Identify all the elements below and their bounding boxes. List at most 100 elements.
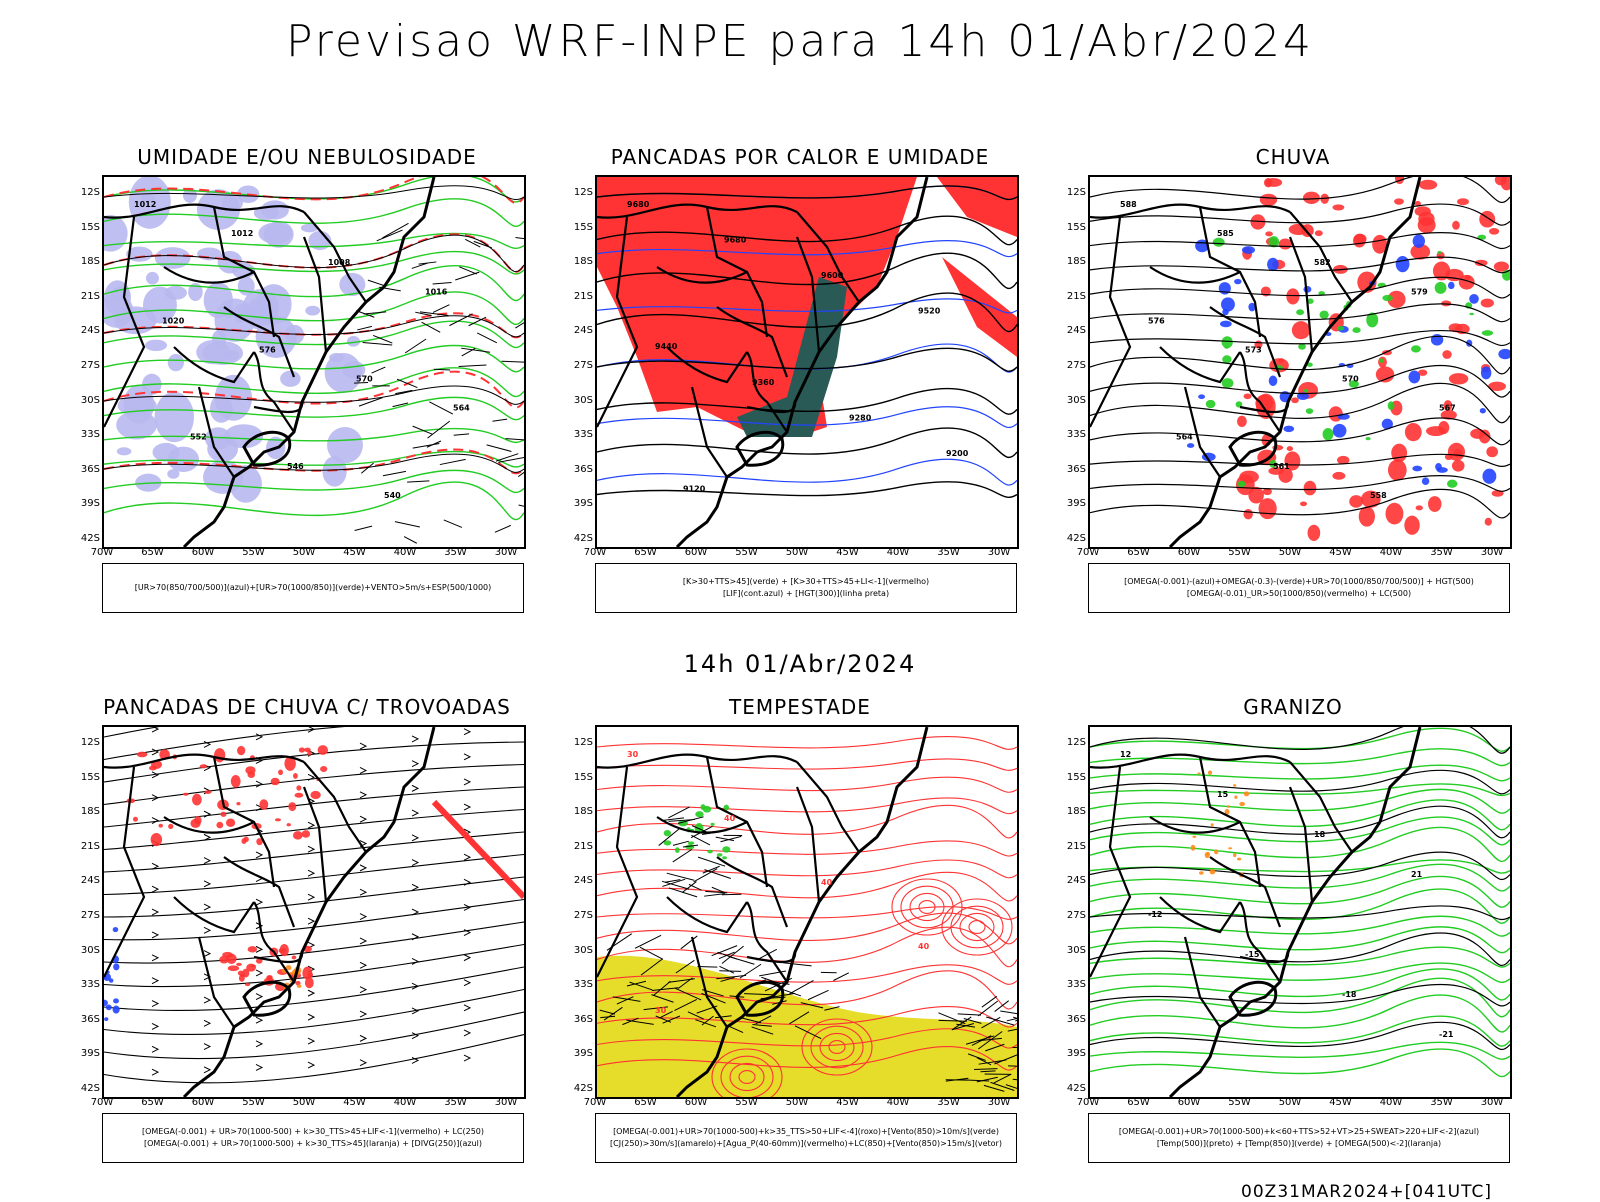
map-trovoadas (102, 725, 526, 1099)
longitude-label: 70W (85, 1097, 119, 1108)
streamline-arrow (204, 951, 210, 957)
shaded-cell (722, 856, 727, 859)
longitude-label: 45W (1324, 1097, 1358, 1108)
latitude-label: 21S (1058, 291, 1086, 302)
longitude-label: 65W (136, 1097, 170, 1108)
streamline-arrow (204, 811, 210, 817)
streamline-arrow (360, 1035, 366, 1041)
wind-vector (407, 481, 429, 482)
longitude-label: 30W (982, 1097, 1016, 1108)
longitude-label: 40W (881, 547, 915, 558)
shaded-cell (1431, 334, 1443, 346)
shaded-cell (292, 956, 297, 960)
wind-vector (719, 966, 734, 973)
wind-vector (397, 379, 417, 387)
longitude-label: 70W (578, 547, 612, 558)
shaded-cell (293, 831, 303, 839)
streamline-arrow (360, 889, 366, 895)
latitude-label: 39S (72, 1048, 100, 1059)
panel-legend: [OMEGA(-0.001)-(azul)+OMEGA(-0.3)-(verde… (1088, 563, 1510, 613)
shaded-cell (165, 286, 187, 300)
shaded-cell (104, 280, 131, 315)
shaded-cell (113, 998, 119, 1003)
longitude-label: 60W (1172, 547, 1206, 558)
shaded-cell (1187, 443, 1194, 448)
streamline-arrow (464, 729, 470, 735)
streamline-arrow (412, 736, 418, 742)
longitude-label: 50W (287, 547, 321, 558)
red-band-ocean (942, 257, 1017, 357)
legend-line: [OMEGA(-0.001)+UR>70(1000-500)+k<60+TTS>… (1089, 1126, 1509, 1138)
contour-line (597, 872, 1017, 901)
streamline-arrow (204, 997, 210, 1003)
legend-line: [OMEGA(-0.001)-(azul)+OMEGA(-0.3)-(verde… (1089, 576, 1509, 588)
wind-vector (444, 520, 462, 528)
contour-line (597, 759, 1017, 770)
shaded-cell (1211, 823, 1214, 826)
shaded-cell (1198, 394, 1205, 399)
wind-vector (498, 457, 524, 462)
latitude-label: 18S (565, 256, 593, 267)
streamline-arrow (152, 932, 158, 938)
shaded-cell (1267, 258, 1279, 271)
shaded-cell (293, 773, 298, 779)
shaded-cell (717, 853, 723, 857)
streamline-arrow (412, 835, 418, 841)
longitude-label: 55W (1223, 1097, 1257, 1108)
longitude-label: 30W (1475, 547, 1509, 558)
contour-line (1090, 876, 1510, 907)
shaded-cell (1265, 231, 1273, 236)
panel-legend: [OMEGA(-0.001)+UR>70(1000-500)+k>35_TTS>… (595, 1113, 1017, 1163)
latitude-label: 39S (72, 498, 100, 509)
streamline-arrow (152, 1001, 158, 1007)
shaded-cell (695, 811, 703, 817)
shaded-cell (241, 838, 246, 844)
shaded-cell (1418, 212, 1434, 227)
shaded-cell (258, 223, 292, 244)
latitude-label: 36S (565, 1014, 593, 1025)
longitude-label: 35W (1425, 547, 1459, 558)
country-border (1090, 217, 1130, 427)
wind-vector (982, 996, 997, 1007)
wind-vector (501, 361, 524, 362)
longitude-label: 65W (629, 547, 663, 558)
wind-vector (740, 964, 761, 978)
streamline-arrow (464, 804, 470, 810)
wind-vector (495, 525, 511, 532)
wind-vector (492, 419, 507, 421)
shaded-cell (137, 752, 148, 758)
latitude-label: 27S (72, 910, 100, 921)
legend-line: [UR>70(850/700/500)](azul)+[UR>70(1000/8… (103, 582, 523, 594)
contour-label: 585 (1217, 229, 1234, 238)
latitude-label: 39S (1058, 1048, 1086, 1059)
shaded-cell (664, 830, 671, 836)
wind-vector (383, 471, 406, 475)
legend-line: [LIF](cont.azul) + [HGT(300)](linha pret… (596, 588, 1016, 600)
contour-line (1090, 177, 1510, 202)
contour-label: 573 (1245, 345, 1262, 354)
latitude-label: 33S (1058, 429, 1086, 440)
shaded-cell (297, 984, 302, 987)
shaded-cell (1298, 344, 1306, 350)
contour-line (597, 805, 1017, 838)
shaded-cell (304, 748, 311, 752)
latitude-label: 36S (565, 464, 593, 475)
latitude-label: 39S (565, 498, 593, 509)
shaded-cell (1228, 847, 1232, 849)
longitude-label: 40W (1374, 547, 1408, 558)
border-uruguay (737, 432, 783, 465)
streamline-arrow (256, 1041, 262, 1047)
latitude-label: 21S (72, 291, 100, 302)
latitude-label: 24S (72, 325, 100, 336)
shaded-cell (1269, 376, 1278, 387)
country-border (1090, 767, 1130, 977)
streamline-arrow (152, 978, 158, 984)
shaded-cell (1260, 194, 1277, 206)
contour-label: 9440 (655, 342, 678, 351)
latitude-label: 27S (72, 360, 100, 371)
shaded-cell (1308, 525, 1321, 541)
latitude-label: 24S (1058, 875, 1086, 886)
latitude-label: 27S (565, 910, 593, 921)
